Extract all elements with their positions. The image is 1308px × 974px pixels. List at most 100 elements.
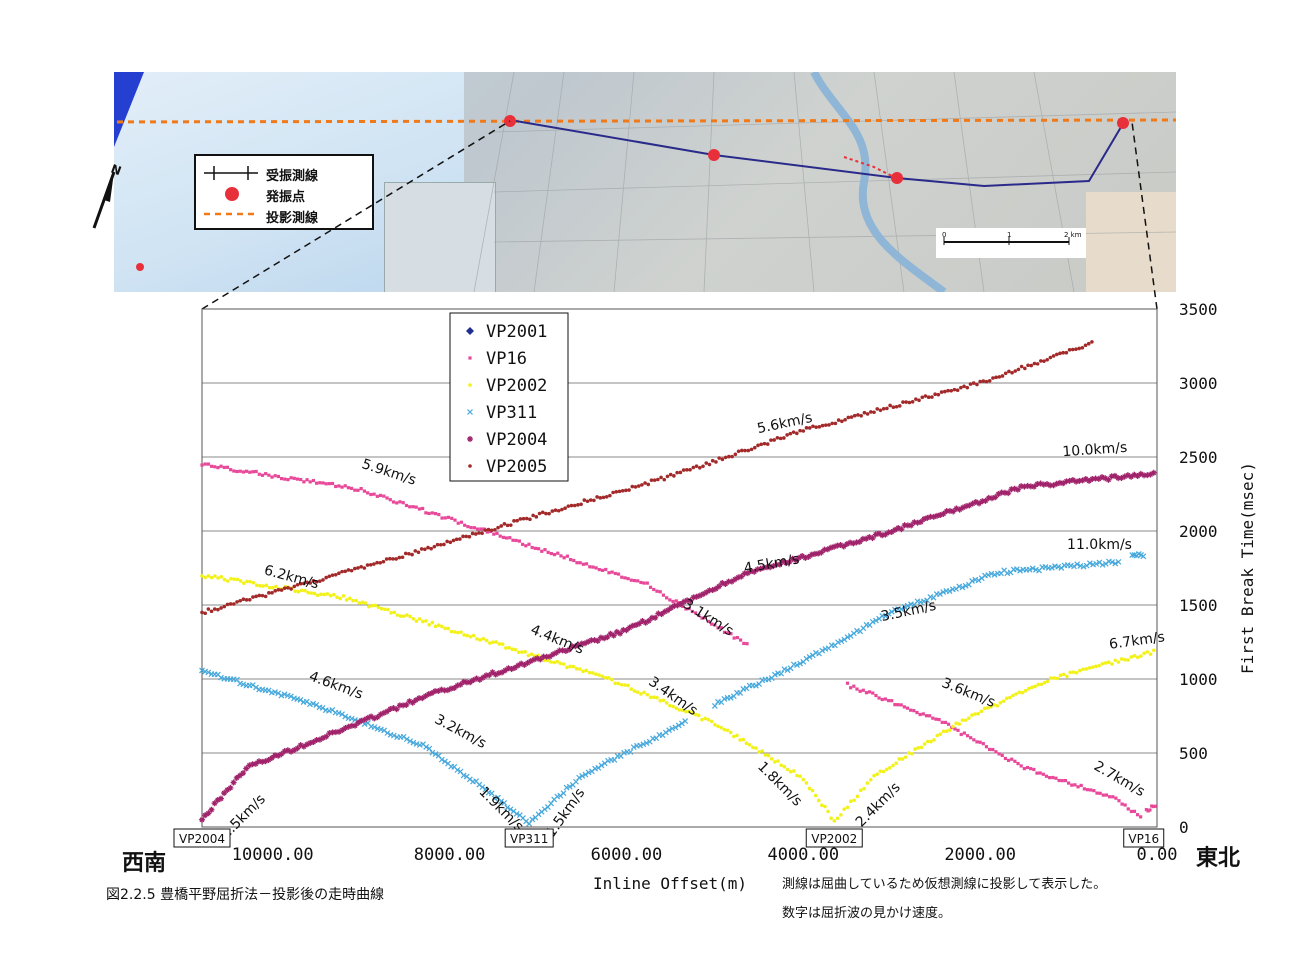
series-point: [922, 742, 927, 746]
series-point: [661, 698, 666, 703]
series-point: [585, 638, 592, 645]
series-point: [648, 695, 653, 700]
series-point: [388, 556, 392, 561]
series-point: [565, 554, 569, 558]
series-point: [312, 591, 317, 596]
legend-marker: [466, 327, 474, 335]
series-point: [989, 704, 993, 709]
legend-source-point: 発振点: [266, 190, 306, 205]
series-point: [578, 667, 582, 671]
series-point: [257, 472, 261, 476]
series-point: [1016, 367, 1021, 372]
series-point: [935, 733, 939, 738]
series-point: [1120, 802, 1124, 806]
series-point: [623, 627, 630, 634]
series-point: [903, 755, 908, 759]
series-point: [785, 767, 790, 772]
series-point: [998, 489, 1005, 496]
series-point: [594, 637, 601, 644]
series-point: [959, 504, 966, 511]
series-point: [232, 602, 236, 606]
series-point: [400, 733, 407, 740]
series-point: [1026, 686, 1031, 691]
series-point: [1051, 775, 1055, 780]
series-point: [712, 585, 719, 592]
series-point: [655, 589, 659, 593]
series-point: [481, 636, 486, 641]
series-point: [1025, 765, 1030, 770]
series-point: [435, 542, 440, 547]
series-point: [627, 749, 634, 755]
series-point: [411, 505, 415, 509]
series-point: [287, 693, 294, 700]
series-point: [319, 705, 326, 711]
series-point: [735, 733, 739, 738]
series-point: [948, 728, 952, 732]
series-point: [1055, 563, 1062, 570]
series-point: [1019, 764, 1023, 768]
series-point: [953, 727, 957, 731]
legend-item-VP2005: VP2005: [468, 457, 547, 477]
series-point: [513, 647, 518, 652]
series-point: [878, 769, 883, 774]
series-point: [1139, 815, 1143, 819]
series-point: [562, 648, 569, 655]
series-point: [311, 478, 316, 483]
series-point: [1027, 483, 1034, 490]
series-point: [1099, 561, 1106, 568]
series-point: [1100, 661, 1105, 666]
series-point: [738, 638, 743, 642]
series-point: [969, 577, 976, 584]
series-point: [370, 603, 374, 608]
series-point: [499, 669, 506, 676]
series-point: [394, 557, 398, 561]
series-point: [247, 597, 252, 602]
series-point: [966, 716, 971, 720]
series-point: [377, 711, 384, 718]
series-point: [217, 795, 224, 802]
series-point: [457, 768, 464, 775]
series-point: [320, 734, 327, 741]
series-point: [849, 686, 853, 690]
series-point: [1151, 804, 1156, 809]
series-point: [918, 712, 922, 717]
series-point: [899, 703, 903, 707]
series-point: [1108, 473, 1115, 480]
series-point: [526, 653, 531, 658]
series-point: [267, 473, 271, 477]
series-point: [984, 379, 989, 384]
series-point: [1026, 566, 1033, 573]
series-point: [1063, 478, 1070, 485]
series-point: [427, 623, 431, 627]
series-point: [779, 558, 786, 565]
series-point: [308, 480, 312, 484]
series-point: [962, 384, 966, 389]
series-point: [1089, 475, 1096, 482]
series-point: [804, 426, 809, 430]
series-point: [645, 617, 652, 624]
series-point: [391, 557, 395, 561]
series-point: [1047, 482, 1054, 489]
series-point: [332, 592, 336, 597]
series-point: [327, 482, 331, 486]
series-point: [556, 508, 561, 513]
series-point: [810, 788, 815, 793]
series-point: [428, 690, 435, 697]
series-point: [591, 637, 598, 644]
series-point: [286, 478, 290, 482]
series-point: [832, 819, 837, 823]
series-point: [891, 526, 898, 533]
series-point: [566, 504, 571, 508]
series-point: [946, 388, 950, 393]
series-point: [1141, 472, 1148, 479]
series-point: [499, 524, 504, 528]
series-point: [1129, 655, 1134, 659]
series-point: [438, 686, 445, 693]
series-point: [959, 732, 963, 737]
series-point: [281, 691, 288, 698]
series-point: [496, 525, 500, 530]
series-point: [327, 574, 332, 579]
series-point: [888, 403, 892, 408]
series-point: [1042, 359, 1046, 363]
series-point: [216, 466, 220, 470]
